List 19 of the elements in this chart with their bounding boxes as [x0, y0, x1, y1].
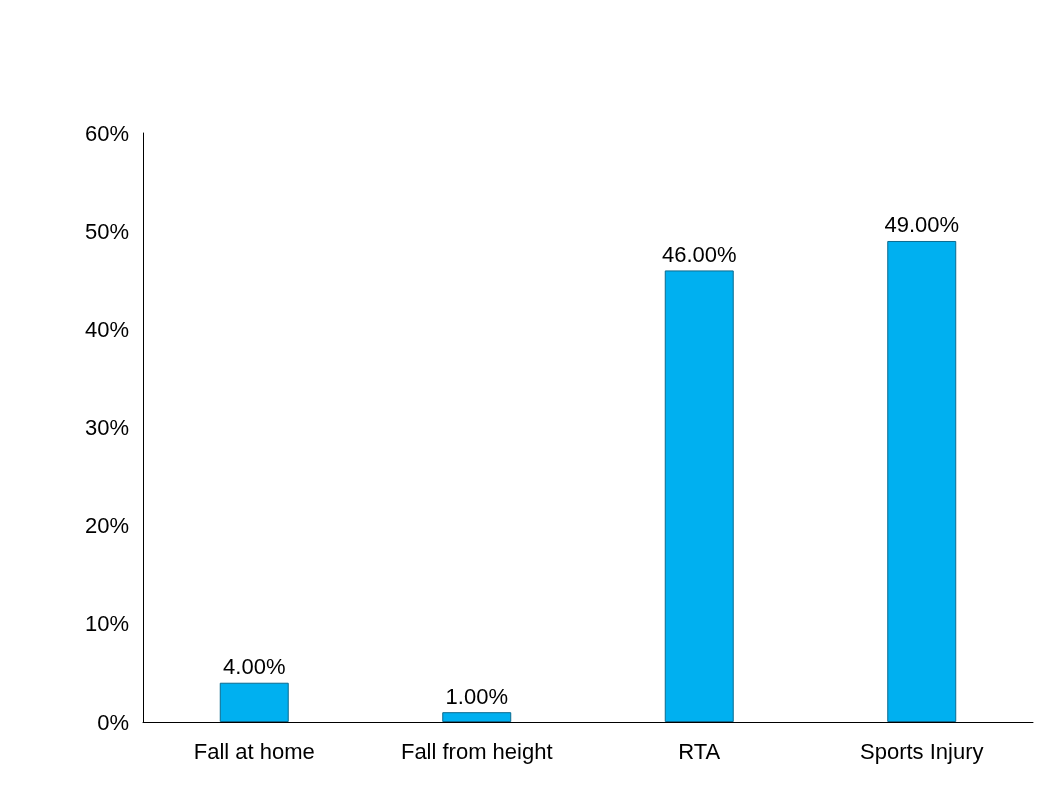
bar: [219, 682, 289, 722]
data-label: 46.00%: [661, 241, 737, 267]
y-tick-label: 30%: [84, 415, 129, 440]
x-tick-label: RTA: [678, 738, 721, 764]
data-label: 4.00%: [223, 654, 286, 680]
y-tick-label: 40%: [84, 316, 129, 342]
data-label: 1.00%: [445, 683, 508, 709]
x-tick-label: Fall at home: [193, 738, 315, 764]
x-tick-label: Fall from height: [400, 738, 553, 764]
x-tick-label: Sports Injury: [860, 738, 984, 764]
bar: [664, 270, 734, 722]
y-tick-label: 0%: [97, 709, 129, 735]
bar: [442, 712, 512, 722]
data-label: 49.00%: [884, 212, 960, 238]
y-tick-label: 50%: [84, 218, 129, 244]
bar: [887, 240, 957, 722]
y-tick-label: 60%: [84, 120, 129, 146]
y-tick-label: 20%: [84, 513, 129, 539]
y-tick-label: 10%: [84, 611, 129, 637]
